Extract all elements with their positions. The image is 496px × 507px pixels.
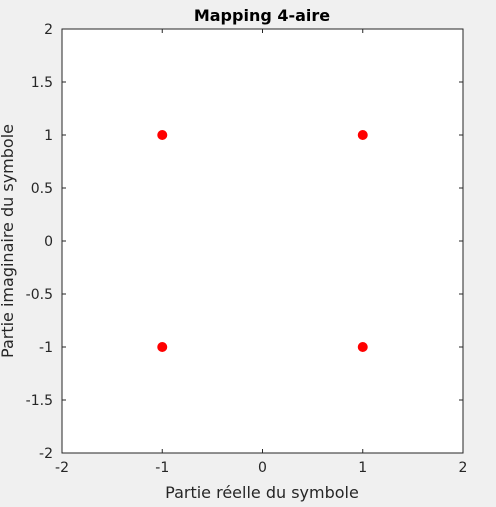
y-tick-label: 0 (44, 234, 53, 250)
scatter-point (357, 130, 368, 140)
y-tick-label: -1.5 (26, 393, 53, 409)
y-tick-label: 1.5 (31, 75, 53, 91)
scatter-point (157, 342, 168, 352)
y-tick-label: -1 (39, 340, 53, 356)
plot-area (61, 28, 464, 454)
x-tick-label: -1 (155, 460, 169, 476)
y-tick-label: 2 (44, 22, 53, 38)
y-tick-label: -2 (39, 446, 53, 462)
scatter-point (157, 130, 168, 140)
x-tick-label: -2 (55, 460, 69, 476)
chart-title: Mapping 4-aire (194, 6, 330, 25)
x-tick-label: 0 (258, 460, 267, 476)
x-tick-label: 2 (459, 460, 468, 476)
y-axis-label: Partie imaginaire du symbole (0, 124, 17, 358)
scatter-point (357, 342, 368, 352)
x-tick-label: 1 (358, 460, 367, 476)
y-tick-label: -0.5 (26, 287, 53, 303)
y-tick-label: 1 (44, 128, 53, 144)
tick-labels: -2 -1 0 1 2 -2 -1.5 -1 -0.5 0 0.5 1 1.5 2 (26, 22, 468, 476)
data-points (157, 130, 368, 352)
x-axis-label: Partie réelle du symbole (165, 483, 359, 502)
y-tick-label: 0.5 (31, 181, 53, 197)
axis-ticks (61, 28, 464, 454)
